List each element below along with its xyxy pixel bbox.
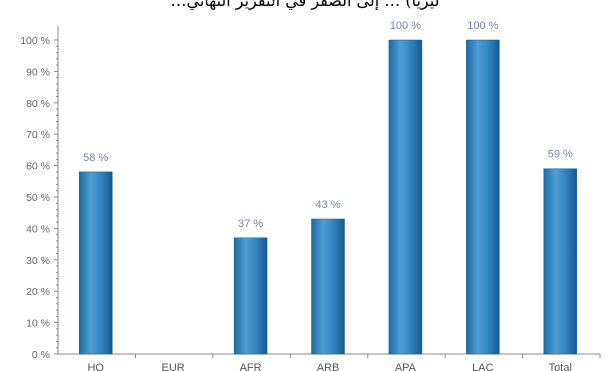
x-tick-label: APA [395, 362, 417, 371]
header-text: …ليزيا) … إلى الصفر في التقرير النهائي [171, 0, 440, 10]
y-tick-label: 70 % [26, 129, 50, 141]
y-tick-label: 40 % [26, 223, 50, 235]
bar [543, 168, 578, 355]
y-tick-label: 50 % [26, 192, 50, 204]
data-label: 100 % [467, 20, 498, 32]
y-tick-label: 10 % [26, 318, 50, 330]
data-label: 58 % [83, 152, 108, 164]
bar [466, 39, 500, 355]
y-tick-label: 100 % [20, 35, 50, 47]
x-tick-label: AFR [240, 362, 262, 371]
bar [78, 171, 113, 355]
data-label: 59 % [548, 149, 573, 161]
x-tick-label: LAC [472, 362, 493, 371]
bar [388, 39, 423, 355]
data-label: 43 % [315, 199, 340, 211]
bars-group: 58 % 37 % 43 % 100 % 100 % 59 % [78, 20, 578, 355]
y-tick-label: 80 % [26, 98, 50, 110]
y-tick-label: 30 % [26, 255, 50, 267]
data-label: 37 % [238, 218, 263, 230]
x-tick-label: HQ [87, 362, 104, 371]
data-label: 100 % [390, 20, 421, 32]
y-tick-label: 0 % [32, 349, 50, 361]
y-axis: 0 % 10 % 20 % 30 % 40 % 50 % 60 % 70 % 80 % 90 % 1… [20, 26, 601, 371]
y-tick-label: 90 % [26, 66, 50, 78]
y-tick-label: 20 % [26, 286, 50, 298]
x-tick-label: ARB [317, 362, 340, 371]
bar [311, 218, 345, 355]
bar [233, 237, 268, 355]
y-tick-label: 60 % [26, 161, 50, 173]
x-tick-label: Total [549, 362, 572, 371]
x-tick-label: EUR [162, 362, 185, 371]
